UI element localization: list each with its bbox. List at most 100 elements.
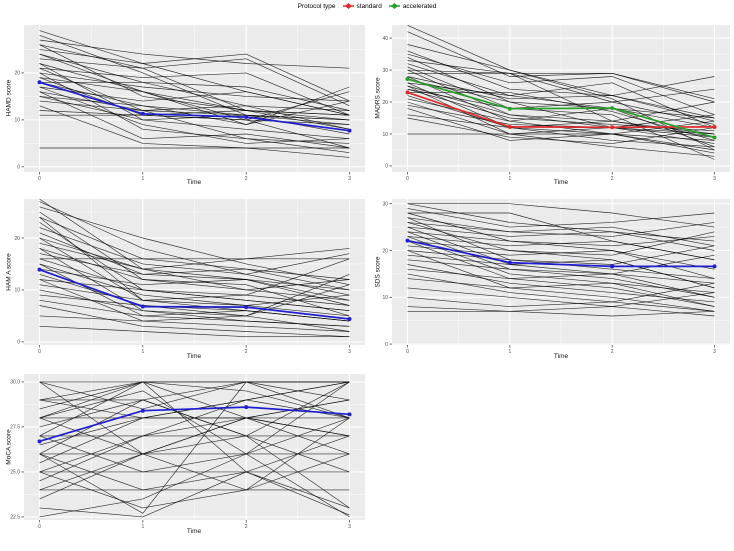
mean-point-standard — [712, 124, 717, 129]
y-tick-label: 27.5 — [10, 425, 20, 431]
y-tick-label: 20 — [14, 71, 20, 77]
subject-line — [39, 72, 350, 102]
subject-line — [407, 306, 715, 317]
mean-line-mean — [39, 268, 350, 320]
mean-point-mean — [140, 304, 145, 309]
y-tick-label: 10 — [382, 132, 388, 138]
subject-line — [407, 79, 715, 119]
mean-point-mean — [347, 412, 352, 417]
moca-time-axis-title: Time — [186, 528, 202, 535]
subject-line — [39, 86, 350, 116]
standard-key-icon — [342, 3, 354, 9]
subject-line — [407, 254, 715, 275]
madrs-axis-title: MADRS score — [374, 77, 382, 119]
x-tick-label: 1 — [508, 176, 511, 182]
subject-line — [39, 381, 350, 455]
hamd-axis-title: HAMD score — [5, 79, 13, 117]
subject-line — [39, 279, 350, 312]
mean-line-accelerated — [407, 78, 715, 139]
mean-point-mean — [712, 264, 717, 269]
subject-line — [39, 67, 350, 116]
x-tick-label: 1 — [141, 349, 144, 355]
subject-line — [39, 77, 350, 121]
x-tick-label: 3 — [348, 524, 351, 530]
x-tick-label: 0 — [406, 349, 409, 355]
hama-time-axis-title: Time — [186, 353, 202, 360]
y-tick-label: 20 — [14, 236, 20, 242]
x-tick-label: 3 — [713, 349, 716, 355]
y-tick-label: 0 — [385, 342, 388, 348]
accelerated-key-icon — [388, 3, 400, 9]
mean-line-mean — [39, 81, 350, 132]
subject-line — [39, 263, 350, 317]
mean-point-mean — [140, 111, 145, 116]
sds-axis-title: SDS score — [374, 256, 382, 288]
subject-line — [407, 278, 715, 307]
subject-line — [39, 315, 350, 332]
subject-line — [407, 92, 715, 141]
subject-line — [39, 390, 350, 518]
y-tick-label: 40 — [382, 36, 388, 42]
mean-line-mean — [39, 406, 350, 443]
subject-line — [39, 242, 350, 291]
legend-item-accelerated: accelerated — [388, 2, 436, 10]
x-tick-label: 3 — [348, 176, 351, 182]
y-tick-label: 0 — [17, 165, 20, 171]
x-tick-label: 0 — [406, 176, 409, 182]
mean-point-mean — [140, 408, 145, 413]
mean-point-accelerated — [610, 106, 615, 111]
mean-point-mean — [37, 80, 42, 85]
mean-line-mean — [407, 239, 715, 268]
subject-line — [407, 208, 715, 228]
mean-point-accelerated — [507, 106, 512, 111]
hamd-time-axis-title: Time — [186, 179, 202, 186]
x-tick-label: 0 — [38, 524, 41, 530]
madrs-plot: 0 10 20 30 40 0 1 2 3 — [382, 25, 730, 182]
subject-line — [407, 25, 715, 119]
x-tick-label: 2 — [245, 176, 248, 182]
subject-line — [407, 133, 715, 141]
subject-line — [407, 31, 715, 103]
mean-point-mean — [244, 305, 249, 310]
subject-line — [407, 82, 715, 128]
x-tick-label: 0 — [38, 176, 41, 182]
hamd-plot: 0 10 20 0 1 2 3 — [14, 25, 365, 182]
subject-line — [39, 471, 350, 518]
x-tick-label: 2 — [611, 176, 614, 182]
mean-point-accelerated — [405, 77, 410, 82]
legend: Protocol type standard accelerated — [0, 2, 734, 10]
subject-line — [407, 101, 715, 128]
subject-line — [39, 39, 350, 69]
subject-line — [407, 287, 715, 307]
x-tick-label: 1 — [141, 176, 144, 182]
y-tick-label: 10 — [14, 118, 20, 124]
mean-point-mean — [610, 264, 615, 269]
hama-axis-title: HAM A score — [5, 253, 13, 291]
subject-line — [39, 305, 350, 338]
y-tick-label: 30.0 — [10, 380, 20, 386]
mean-point-mean — [37, 439, 42, 444]
subject-line — [39, 253, 350, 291]
sds-plot: 0 10 20 30 0 1 2 3 — [382, 199, 730, 355]
subject-line — [407, 250, 715, 312]
mean-line-standard — [407, 91, 715, 129]
subject-line — [407, 217, 715, 247]
y-tick-label: 10 — [382, 295, 388, 301]
x-tick-label: 3 — [348, 349, 351, 355]
y-tick-label: 30 — [382, 201, 388, 207]
subject-line — [39, 294, 350, 322]
mean-point-mean — [244, 405, 249, 410]
mean-point-mean — [507, 260, 512, 265]
mean-point-mean — [405, 238, 410, 243]
subject-line — [39, 381, 350, 419]
y-tick-label: 20 — [382, 248, 388, 254]
legend-item-standard: standard — [342, 2, 382, 10]
y-tick-label: 20 — [382, 100, 388, 106]
y-tick-label: 22.5 — [10, 515, 20, 521]
y-tick-label: 25.0 — [10, 470, 20, 476]
mean-point-standard — [405, 90, 410, 95]
subject-line — [39, 227, 350, 275]
legend-title: Protocol type — [297, 2, 336, 10]
subject-line — [407, 236, 715, 261]
